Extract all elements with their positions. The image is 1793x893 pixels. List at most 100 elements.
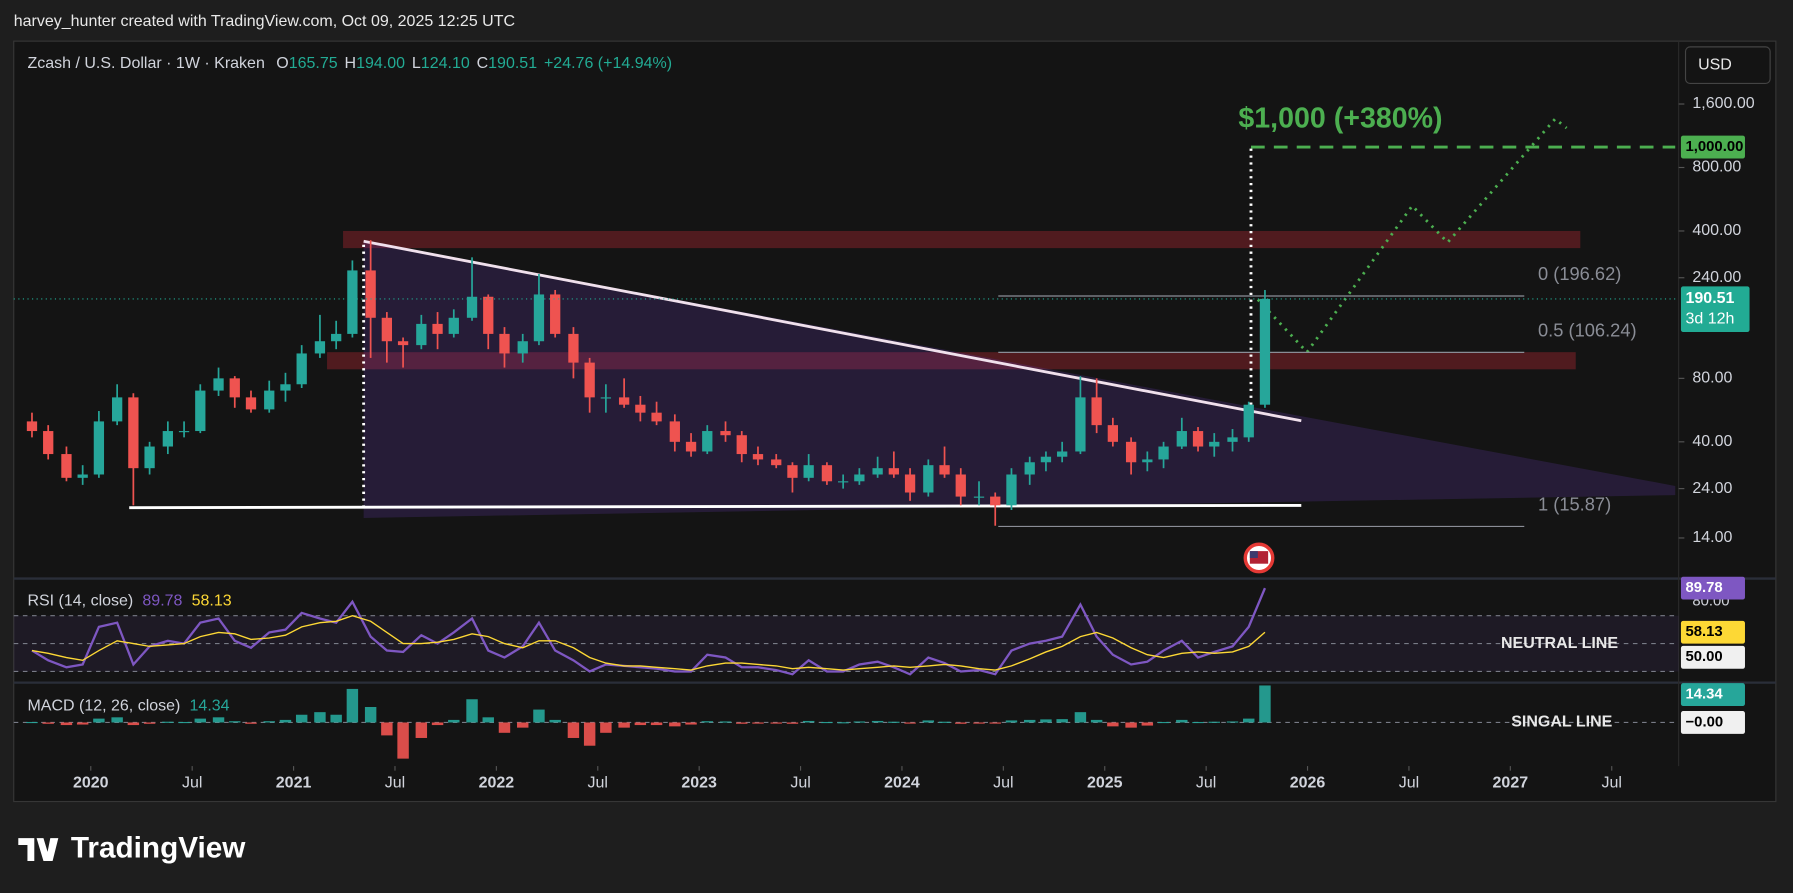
candle-body (416, 323, 427, 346)
brand: TradingView (71, 831, 246, 864)
neutral-label: NEUTRAL LINE (1501, 635, 1618, 652)
macd-bar (922, 720, 935, 723)
candle-body (1192, 431, 1204, 447)
x-tick-label: Jul (1196, 774, 1216, 791)
y-tick-label: 80.00 (1692, 370, 1732, 387)
macd-bar (1192, 721, 1204, 724)
macd-bar (1157, 721, 1170, 724)
candle-body (973, 496, 985, 498)
legend-letter: L (412, 55, 421, 72)
candle-body (144, 446, 155, 469)
candle-body (314, 341, 326, 354)
candle-body (77, 474, 88, 478)
candle-body (1040, 456, 1052, 463)
macd-bar (178, 721, 190, 724)
value-tag: 58.13 (1686, 624, 1723, 640)
macd-bar (330, 714, 342, 723)
signal-label: SINGAL LINE (1511, 714, 1612, 731)
macd-bar (263, 721, 275, 723)
panel-value: 14.34 (190, 698, 230, 715)
macd-bar (517, 722, 529, 728)
macd-bar (346, 688, 359, 723)
candle-body (803, 465, 814, 478)
candle-body (195, 390, 206, 432)
candle-body (128, 397, 139, 469)
macd-bar (634, 722, 647, 726)
macd-bar (701, 721, 713, 723)
candle-body (432, 323, 443, 334)
macd-bar (1056, 719, 1068, 723)
candle-body (43, 431, 54, 455)
currency[interactable]: USD (1698, 56, 1732, 73)
macd-bar (533, 709, 545, 723)
macd-bar (989, 722, 1001, 724)
candle-body (1259, 298, 1271, 405)
candle-body (771, 459, 782, 466)
candle-body (162, 431, 173, 447)
candle-body (787, 465, 798, 478)
panel-title: MACD (12, 26, close) 14.34 (27, 698, 229, 715)
candle-body (550, 294, 561, 334)
candle-body (669, 421, 680, 442)
candle-body (923, 465, 934, 493)
x-tick-label: 2021 (276, 774, 312, 791)
macd-bar (1259, 685, 1271, 723)
candle-body (331, 333, 342, 342)
candle-body (584, 362, 595, 398)
macd-bar (76, 722, 89, 725)
candle-body (685, 441, 697, 452)
candle-body (466, 296, 478, 318)
last-price-tag-bg (1680, 286, 1750, 333)
candle-body (264, 390, 275, 410)
macd-bar (415, 722, 428, 738)
x-tick-label: Jul (182, 774, 202, 791)
macd-bar (650, 722, 663, 726)
y-tick-label: 14.00 (1692, 529, 1732, 546)
macd-bar (482, 717, 494, 723)
macd-bar (871, 720, 884, 723)
macd-bar (42, 722, 54, 724)
candle-body (26, 421, 38, 432)
candle-body (483, 296, 494, 334)
candle-body (1227, 437, 1238, 442)
macd-bar (1208, 721, 1220, 723)
candle-body (296, 353, 307, 385)
macd-bar (752, 722, 764, 724)
legend-item: Zcash / U.S. Dollar · 1W · Kraken (27, 55, 264, 72)
candle-body (888, 468, 899, 475)
candle-body (93, 421, 105, 475)
candle-body (702, 431, 713, 452)
panel-title-text: RSI (14, close) (27, 593, 133, 610)
candle-body (651, 412, 662, 422)
currency-button[interactable] (1684, 46, 1771, 85)
candle-body (499, 333, 510, 354)
x-tick-label: 2026 (1290, 774, 1326, 791)
macd-bar (1125, 722, 1137, 728)
candle-body (245, 397, 257, 410)
x-tick-label: Jul (588, 774, 608, 791)
macd-bar (1176, 719, 1188, 723)
candle-body (1142, 459, 1153, 463)
y-tick-label: −0.00 (1686, 714, 1724, 730)
x-tick-label: Jul (385, 774, 405, 791)
legend-letter: O (276, 55, 288, 72)
macd-bar (229, 721, 241, 723)
macd-bar (583, 722, 596, 746)
candle-body (1091, 397, 1102, 426)
macd-bar (1226, 721, 1239, 723)
candle-body (904, 474, 916, 493)
candle-body (1209, 441, 1220, 447)
macd-bar (938, 721, 951, 723)
target-tag: 1,000.00 (1686, 139, 1744, 155)
x-tick-label: Jul (1399, 774, 1419, 791)
fib-label: 1 (15.87) (1538, 494, 1611, 515)
y-tick-label: 50.00 (1686, 649, 1723, 665)
value-tag-bg (1680, 576, 1745, 600)
macd-bar (279, 719, 292, 723)
candle-body (939, 465, 950, 475)
candle-body (1024, 462, 1035, 475)
candle-body (1158, 446, 1169, 460)
macd-bar (143, 722, 156, 724)
